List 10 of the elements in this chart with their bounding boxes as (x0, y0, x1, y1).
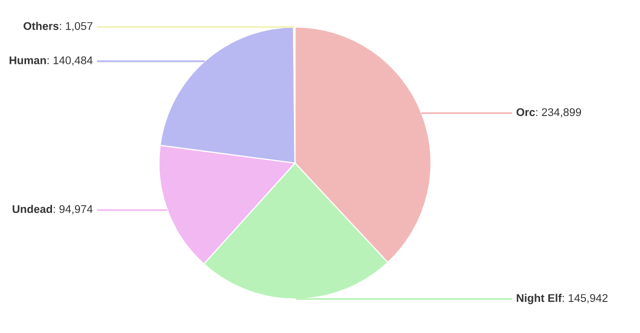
data-label: : 140,484 (48, 56, 93, 66)
slice-label: Night Elf (516, 294, 562, 304)
slice-label: Human (10, 56, 46, 64)
slice-label: Others (24, 22, 58, 30)
data-label: : 1,057 (60, 22, 92, 32)
data-label: : 145,942 (562, 294, 608, 304)
data-label: : 94,974 (54, 205, 93, 214)
slice-label: Undead (12, 204, 52, 214)
slice-label: Orc (516, 108, 535, 116)
data-label: : 234,899 (536, 108, 582, 118)
